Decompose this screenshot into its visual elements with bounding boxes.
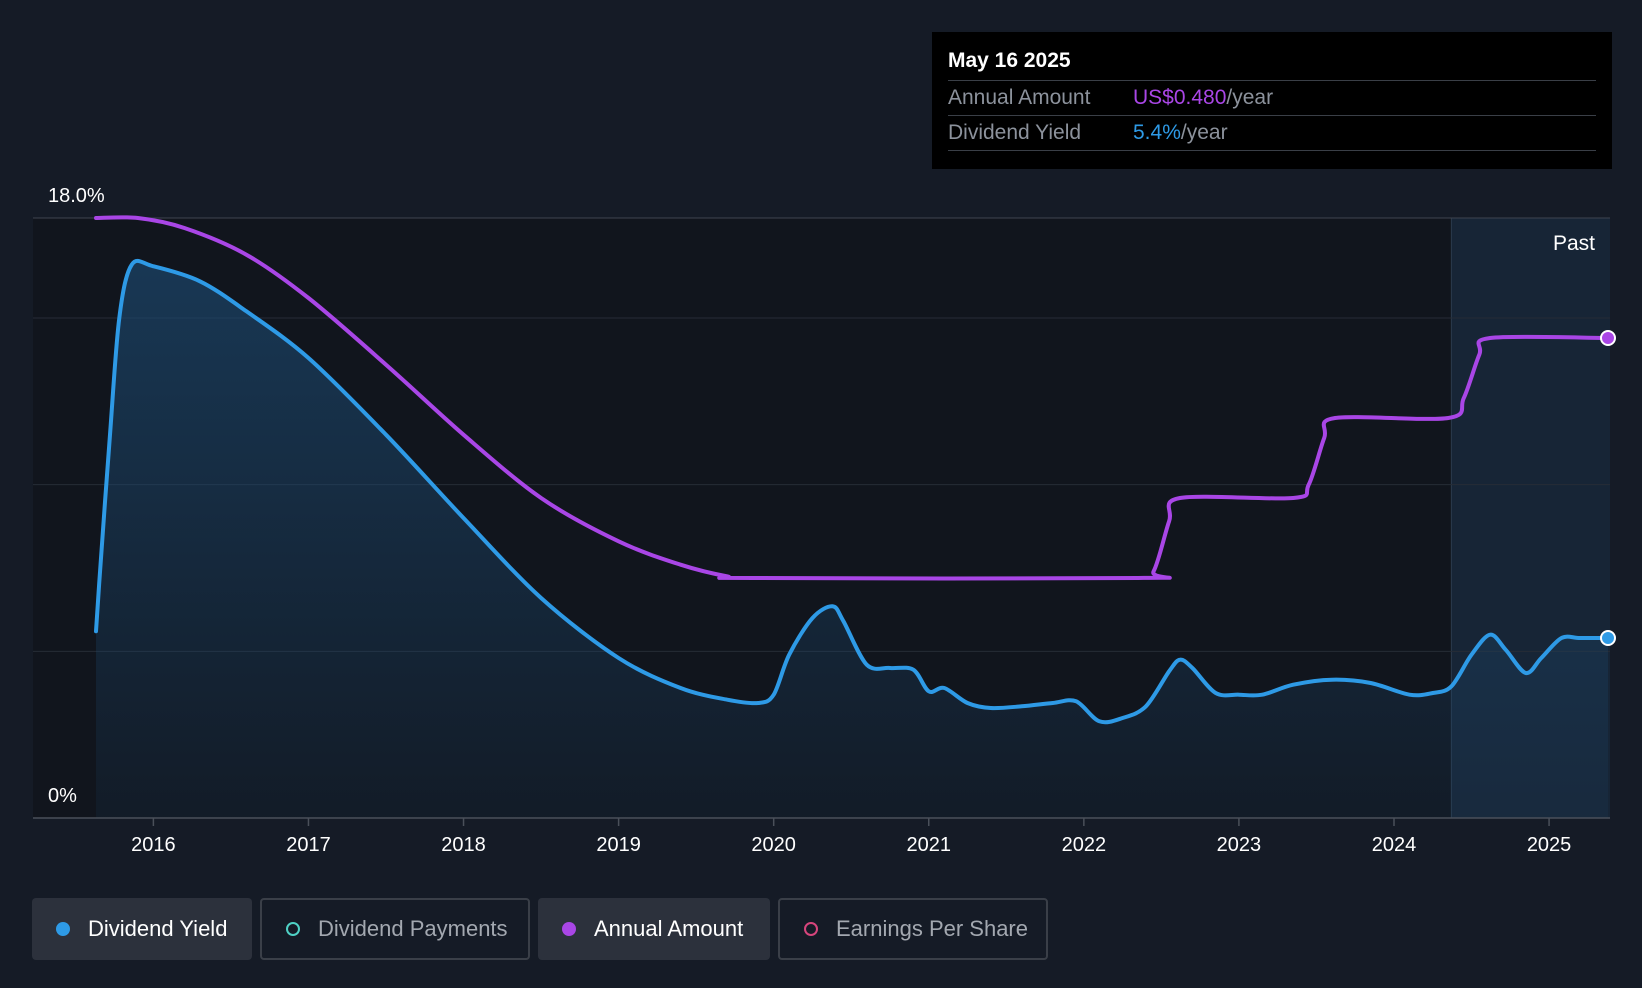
x-tick-label: 2016 <box>131 834 176 856</box>
y-axis-top-label: 18.0% <box>48 185 105 207</box>
legend-annual-amount[interactable]: Annual Amount <box>538 898 770 960</box>
tooltip-unit: /year <box>1226 86 1274 109</box>
legend-ring-icon <box>804 922 818 936</box>
annual-amount-line <box>94 215 1610 581</box>
legend-label: Dividend Yield <box>88 916 228 941</box>
past-label: Past <box>1553 232 1595 255</box>
x-axis-ticks: 2016 2017 2018 2019 2020 2021 2022 2023 2024 2025 <box>131 818 1571 856</box>
tooltip-unit: /year <box>1180 121 1228 144</box>
legend-earnings-per-share[interactable]: Earnings Per Share <box>778 898 1048 960</box>
x-tick-label: 2018 <box>441 834 486 856</box>
tooltip-value: 5.4% <box>1133 121 1181 144</box>
legend-dividend-yield[interactable]: Dividend Yield <box>32 898 252 960</box>
legend-label: Dividend Payments <box>318 916 508 941</box>
legend-ring-icon <box>286 922 300 936</box>
x-tick-label: 2020 <box>751 834 796 856</box>
tooltip-date: May 16 2025 <box>948 49 1071 72</box>
legend-dot-icon <box>56 922 70 936</box>
y-axis-bottom-label: 0% <box>48 785 77 807</box>
x-tick-label: 2023 <box>1217 834 1262 856</box>
x-tick-label: 2017 <box>286 834 331 856</box>
annual-amount-endpoint[interactable] <box>1600 330 1616 346</box>
x-tick-label: 2022 <box>1062 834 1107 856</box>
legend-dot-icon <box>562 922 576 936</box>
tooltip: May 16 2025 Annual Amount US$0.480 /year… <box>932 32 1612 169</box>
legend-label: Earnings Per Share <box>836 916 1028 941</box>
tooltip-label: Annual Amount <box>948 86 1091 109</box>
x-tick-label: 2024 <box>1372 834 1417 856</box>
tooltip-label: Dividend Yield <box>948 121 1082 144</box>
tooltip-row-dividend-yield: Dividend Yield 5.4% /year <box>948 115 1596 151</box>
x-tick-label: 2019 <box>596 834 641 856</box>
tooltip-value: US$0.480 <box>1133 86 1227 109</box>
x-tick-label: 2021 <box>907 834 952 856</box>
dividend-yield-line <box>94 258 1610 725</box>
legend-dividend-payments[interactable]: Dividend Payments <box>260 898 530 960</box>
x-tick-label: 2025 <box>1527 834 1572 856</box>
dividend-yield-endpoint[interactable] <box>1600 630 1616 646</box>
dividend-yield-area <box>96 260 1608 818</box>
legend-label: Annual Amount <box>594 916 744 941</box>
tooltip-row-annual-amount: Annual Amount US$0.480 /year <box>948 80 1596 115</box>
